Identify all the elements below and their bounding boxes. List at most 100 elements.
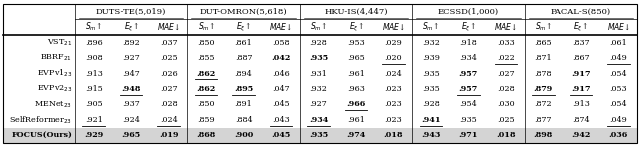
Text: .058: .058 (272, 39, 290, 47)
Text: $MAE$↓: $MAE$↓ (607, 22, 630, 32)
Text: .948: .948 (122, 85, 141, 93)
Text: .023: .023 (385, 85, 403, 93)
Text: .935: .935 (460, 116, 477, 124)
Text: SelfReformer$_{23}$: SelfReformer$_{23}$ (9, 114, 72, 126)
Text: .898: .898 (534, 131, 553, 139)
Text: .878: .878 (534, 69, 552, 78)
Text: .927: .927 (310, 100, 328, 108)
Text: .862: .862 (196, 85, 216, 93)
Text: .966: .966 (346, 100, 365, 108)
Text: .928: .928 (422, 100, 440, 108)
Text: .028: .028 (497, 85, 515, 93)
Text: .961: .961 (347, 116, 365, 124)
Text: .929: .929 (84, 131, 103, 139)
Text: .868: .868 (196, 131, 216, 139)
Text: .934: .934 (309, 116, 328, 124)
Text: VST$_{21}$: VST$_{21}$ (47, 37, 72, 48)
Text: DUT-OMRON(5,618): DUT-OMRON(5,618) (200, 8, 287, 16)
Text: .023: .023 (385, 116, 403, 124)
Text: $E_\xi$↑: $E_\xi$↑ (124, 21, 139, 34)
Text: .913: .913 (84, 69, 102, 78)
Text: .855: .855 (197, 54, 215, 62)
Text: .917: .917 (571, 85, 591, 93)
Text: .935: .935 (309, 131, 328, 139)
Text: .941: .941 (421, 116, 441, 124)
Text: .942: .942 (571, 131, 591, 139)
Text: .867: .867 (572, 54, 589, 62)
Text: $MAE$↓: $MAE$↓ (269, 22, 292, 32)
Text: .931: .931 (310, 69, 328, 78)
Text: .861: .861 (235, 39, 252, 47)
Text: .024: .024 (385, 69, 403, 78)
Text: .026: .026 (160, 69, 177, 78)
Text: MENet$_{23}$: MENet$_{23}$ (34, 99, 72, 110)
Text: .895: .895 (234, 85, 253, 93)
Text: .877: .877 (534, 116, 552, 124)
Text: .965: .965 (122, 131, 141, 139)
Text: .045: .045 (272, 100, 290, 108)
Text: .022: .022 (497, 54, 515, 62)
Text: .049: .049 (609, 54, 627, 62)
Text: EVPv2$_{23}$: EVPv2$_{23}$ (36, 84, 72, 94)
Text: .884: .884 (235, 116, 252, 124)
Text: $S_m$↑: $S_m$↑ (535, 21, 552, 33)
Text: .025: .025 (160, 54, 177, 62)
Text: .028: .028 (160, 100, 177, 108)
Text: .887: .887 (235, 54, 252, 62)
Text: $E_\xi$↑: $E_\xi$↑ (236, 21, 251, 34)
Text: .971: .971 (459, 131, 478, 139)
Text: $E_\xi$↑: $E_\xi$↑ (573, 21, 588, 34)
Text: .921: .921 (84, 116, 102, 124)
Text: .905: .905 (85, 100, 102, 108)
Text: .943: .943 (421, 131, 440, 139)
Text: .913: .913 (572, 100, 589, 108)
Text: $S_m$↑: $S_m$↑ (85, 21, 102, 33)
Text: .908: .908 (85, 54, 102, 62)
Text: .879: .879 (534, 85, 553, 93)
Text: .932: .932 (422, 39, 440, 47)
Text: .837: .837 (572, 39, 589, 47)
Text: PACAL-S(850): PACAL-S(850) (551, 8, 611, 16)
Text: .961: .961 (347, 69, 365, 78)
Text: .957: .957 (459, 69, 478, 78)
Text: $S_m$↑: $S_m$↑ (198, 21, 214, 33)
Text: .053: .053 (609, 85, 627, 93)
Text: .953: .953 (347, 39, 365, 47)
Text: ECSSD(1,000): ECSSD(1,000) (438, 8, 499, 16)
Text: $E_\xi$↑: $E_\xi$↑ (349, 21, 364, 34)
Text: .939: .939 (422, 54, 440, 62)
Text: .915: .915 (85, 85, 102, 93)
Text: .927: .927 (122, 54, 140, 62)
Text: $MAE$↓: $MAE$↓ (157, 22, 180, 32)
Text: .918: .918 (460, 39, 477, 47)
Text: .934: .934 (460, 54, 477, 62)
Text: .042: .042 (271, 54, 291, 62)
Text: .872: .872 (534, 100, 552, 108)
Text: .862: .862 (196, 69, 216, 78)
Text: .924: .924 (122, 116, 140, 124)
Text: .023: .023 (385, 100, 403, 108)
Text: .027: .027 (160, 85, 177, 93)
Text: .947: .947 (122, 69, 140, 78)
Text: .054: .054 (609, 100, 627, 108)
Text: .033: .033 (497, 39, 515, 47)
Text: .061: .061 (609, 39, 627, 47)
Text: .965: .965 (347, 54, 365, 62)
Text: .018: .018 (496, 131, 516, 139)
Text: .874: .874 (572, 116, 589, 124)
Text: .019: .019 (159, 131, 179, 139)
Text: .954: .954 (460, 100, 477, 108)
Text: $E_\xi$↑: $E_\xi$↑ (461, 21, 476, 34)
Text: .018: .018 (384, 131, 403, 139)
Text: .935: .935 (422, 69, 440, 78)
Text: .865: .865 (534, 39, 552, 47)
Text: .963: .963 (347, 85, 365, 93)
Text: .917: .917 (571, 69, 591, 78)
Text: .043: .043 (272, 116, 290, 124)
Text: .850: .850 (197, 100, 215, 108)
Text: .894: .894 (235, 69, 252, 78)
Text: .892: .892 (122, 39, 140, 47)
Text: .049: .049 (609, 116, 627, 124)
Text: .935: .935 (422, 85, 440, 93)
Text: .025: .025 (497, 116, 515, 124)
